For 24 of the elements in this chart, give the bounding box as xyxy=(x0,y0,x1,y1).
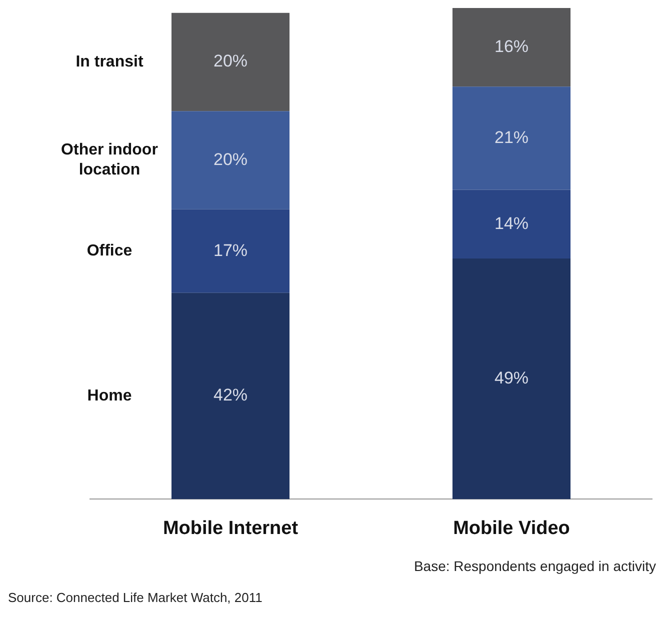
data-label: 16% xyxy=(494,36,529,56)
data-label: 20% xyxy=(213,150,248,169)
bar xyxy=(452,190,571,259)
x-tick-label: Mobile Video xyxy=(453,518,570,539)
series-label: Other indoor location xyxy=(61,142,158,179)
series-label: In transit xyxy=(76,53,144,70)
data-label: 14% xyxy=(494,214,529,233)
bar xyxy=(452,86,571,190)
data-label: 21% xyxy=(494,128,529,147)
text: Base: Respondents engaged in activity xyxy=(414,558,656,574)
bar xyxy=(171,209,290,293)
bar xyxy=(171,12,290,112)
bar xyxy=(171,292,290,500)
bar xyxy=(452,8,571,87)
text: Home xyxy=(87,387,132,404)
bar xyxy=(452,258,571,500)
data-label: 49% xyxy=(494,368,529,388)
bar xyxy=(171,111,290,210)
text: Office xyxy=(86,242,132,260)
data-label: 17% xyxy=(213,240,248,260)
data-label: 42% xyxy=(213,386,248,405)
x-tick-label: Mobile Internet xyxy=(162,518,299,539)
data-label: 20% xyxy=(213,52,248,71)
source-note: Source: Connected Life Market Watch, 2011 xyxy=(8,590,262,605)
